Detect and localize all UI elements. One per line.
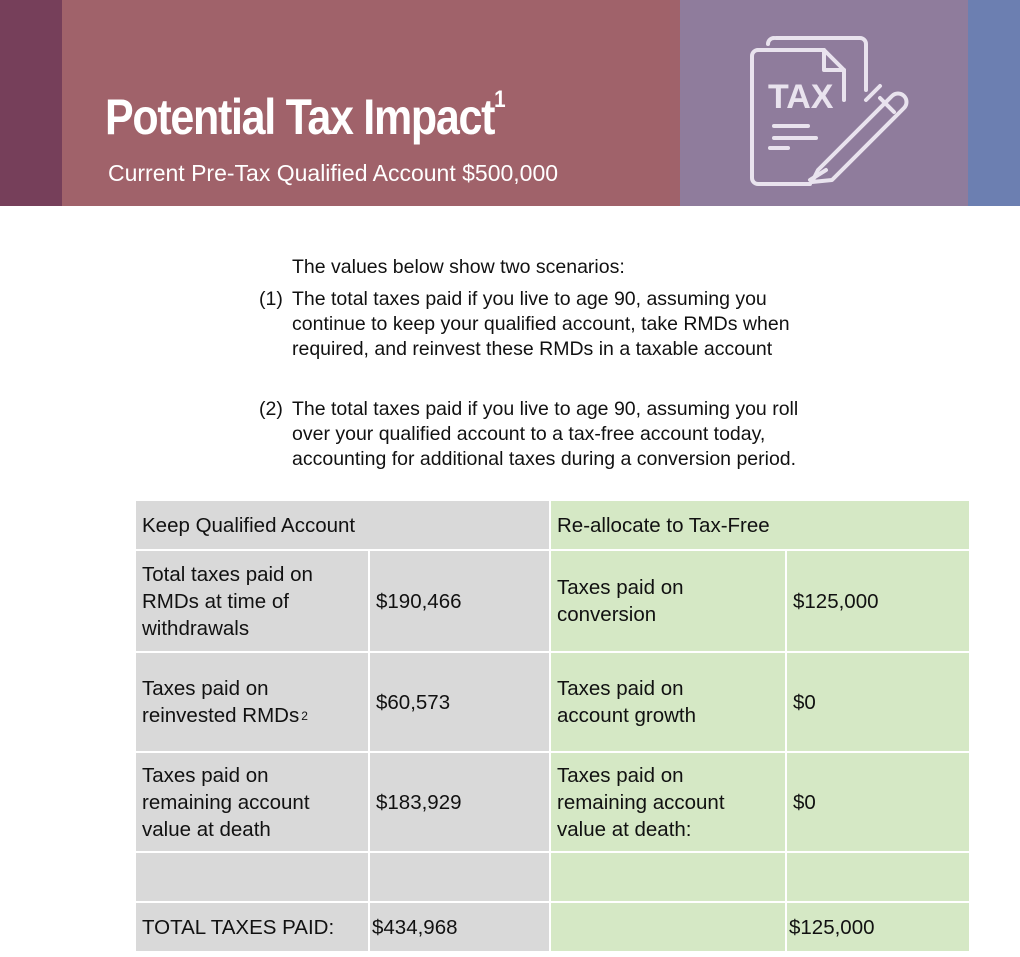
keep-row-value: $183,929 (368, 751, 551, 853)
realloc-row-label: Taxes paid on remaining account value at… (549, 751, 787, 853)
label-line: withdrawals (142, 616, 250, 640)
table-row: Total taxes paid on RMDs at time of with… (134, 549, 971, 653)
realloc-row-value: $0 (785, 651, 971, 753)
banner-band-right (968, 0, 1020, 206)
scenario-1-line: required, and reinvest these RMDs in a t… (292, 338, 773, 360)
table-header-row: Keep Qualified Account Re-allocate to Ta… (134, 499, 971, 551)
intro-lead: The values below show two scenarios: (292, 256, 625, 278)
tax-icon-label: TAX (768, 78, 834, 116)
empty-cell (368, 851, 551, 903)
label-line: value at death: (557, 817, 692, 841)
tax-comparison-table: Keep Qualified Account Re-allocate to Ta… (134, 499, 971, 953)
total-label: TOTAL TAXES PAID: (134, 901, 370, 953)
keep-row-value: $60,573 (368, 651, 551, 753)
empty-cell (134, 851, 370, 903)
label-line: RMDs at time of (142, 589, 289, 613)
empty-cell (549, 851, 787, 903)
banner-band-left (0, 0, 62, 206)
label-line: conversion (557, 603, 657, 626)
label-line: remaining account (557, 790, 725, 814)
table-spacer-row (134, 851, 971, 903)
keep-row-label: Taxes paid on remaining account value at… (134, 751, 370, 853)
page-title: Potential Tax Impact1 (105, 86, 506, 146)
header-reallocate-tax-free: Re-allocate to Tax-Free (549, 499, 971, 551)
table-row: Taxes paid on remaining account value at… (134, 751, 971, 853)
tax-document-icon: TAX (750, 36, 909, 186)
realloc-row-label: Taxes paid on account growth (549, 651, 787, 753)
label-line: reinvested RMDs 2 (142, 702, 362, 729)
label-line: Taxes paid on (557, 677, 684, 700)
keep-row-label: Taxes paid on reinvested RMDs 2 (134, 651, 370, 753)
footnote-marker: 2 (301, 709, 308, 723)
scenario-2-line: accounting for additional taxes during a… (292, 448, 797, 470)
banner-band-title (62, 0, 680, 206)
label-line: Taxes paid on (557, 763, 684, 787)
realloc-row-value: $125,000 (785, 549, 971, 653)
table-row: Taxes paid on reinvested RMDs 2 $60,573 T… (134, 651, 971, 753)
scenario-1-marker: (1) (259, 288, 283, 310)
empty-cell (549, 901, 787, 953)
scenario-2-line: over your qualified account to a tax-fre… (292, 423, 766, 445)
scenario-1-line: continue to keep your qualified account,… (292, 313, 790, 335)
scenario-1-line: The total taxes paid if you live to age … (292, 288, 767, 310)
label-line: value at death (142, 817, 271, 841)
label-line: account growth (557, 704, 697, 727)
realloc-row-value: $0 (785, 751, 971, 853)
page-subtitle: Current Pre-Tax Qualified Account $500,0… (108, 160, 559, 186)
total-keep-value: $434,968 (368, 901, 551, 953)
keep-row-value: $190,466 (368, 549, 551, 653)
header-banner: Potential Tax Impact1 Current Pre-Tax Qu… (0, 0, 1020, 206)
label-line: Total taxes paid on (142, 562, 313, 586)
scenario-2-line: The total taxes paid if you live to age … (292, 398, 799, 420)
realloc-row-label: Taxes paid on conversion (549, 549, 787, 653)
title-footnote-marker: 1 (494, 86, 506, 113)
label-text: reinvested RMDs (142, 704, 300, 727)
label-line: remaining account (142, 790, 310, 814)
label-line: Taxes paid on (557, 576, 684, 599)
empty-cell (785, 851, 971, 903)
total-realloc-value: $125,000 (785, 901, 971, 953)
scenario-2-marker: (2) (259, 398, 283, 420)
label-line: Taxes paid on (142, 677, 269, 700)
header-keep-qualified: Keep Qualified Account (134, 499, 551, 551)
keep-row-label: Total taxes paid on RMDs at time of with… (134, 549, 370, 653)
label-line: Taxes paid on (142, 763, 269, 787)
table-total-row: TOTAL TAXES PAID: $434,968 $125,000 (134, 901, 971, 953)
page-title-text: Potential Tax Impact (105, 89, 495, 145)
